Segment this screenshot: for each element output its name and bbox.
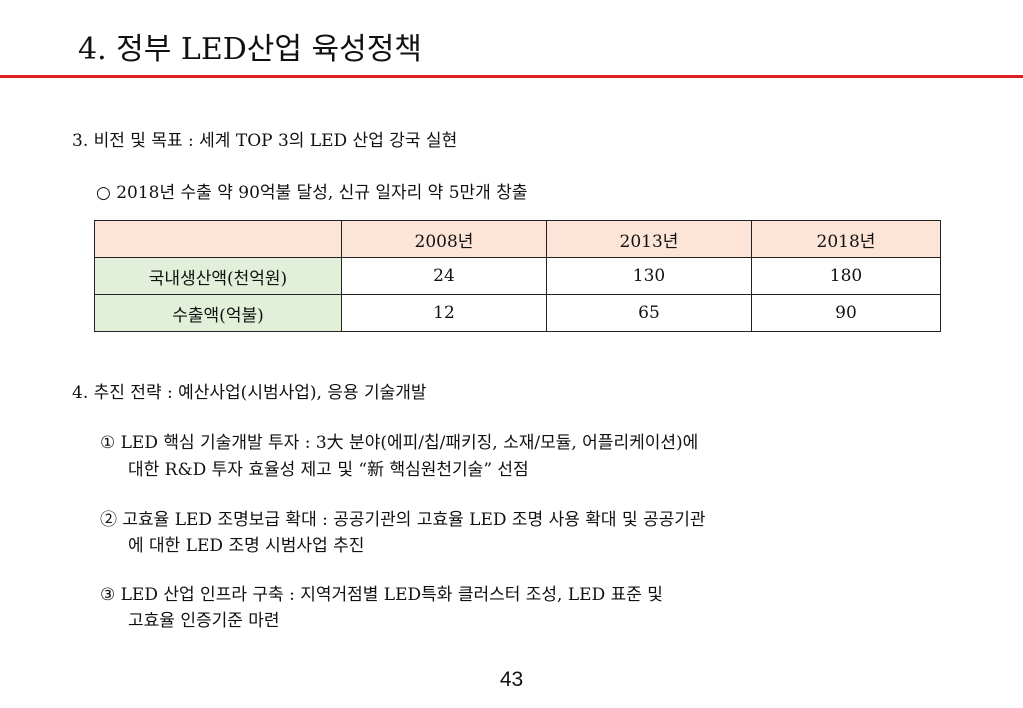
table-cell: 180 xyxy=(751,257,941,295)
table-header-row: 2008년 2013년 2018년 xyxy=(94,220,941,258)
page-number: 43 xyxy=(499,668,524,691)
table-row-label: 국내생산액(천억원) xyxy=(94,257,342,295)
table-header-cell xyxy=(94,220,342,258)
table-cell: 130 xyxy=(546,257,752,295)
table-cell: 12 xyxy=(341,294,547,332)
table-cell: 90 xyxy=(751,294,941,332)
table-cell: 65 xyxy=(546,294,752,332)
section3-bullet: ○ 2018년 수출 약 90억불 달성, 신규 일자리 약 5만개 창출 xyxy=(96,183,528,203)
strategy-item-2-line2: 에 대한 LED 조명 시범사업 추진 xyxy=(128,536,365,556)
strategy-item-3-line1: ③ LED 산업 인프라 구축 : 지역거점별 LED특화 클러스터 조성, L… xyxy=(100,585,663,605)
table-header-cell: 2018년 xyxy=(751,220,941,258)
section3-heading: 3. 비전 및 목표 : 세계 TOP 3의 LED 산업 강국 실현 xyxy=(72,131,458,151)
strategy-item-1-line2: 대한 R&D 투자 효율성 제고 및 “新 핵심원천기술” 선점 xyxy=(128,460,529,480)
table-row: 수출액(억불) 12 65 90 xyxy=(94,294,941,332)
strategy-item-2-line1: ② 고효율 LED 조명보급 확대 : 공공기관의 고효율 LED 조명 사용 … xyxy=(100,510,706,530)
table-row: 국내생산액(천억원) 24 130 180 xyxy=(94,257,941,295)
strategy-item-3-line2: 고효율 인증기준 마련 xyxy=(128,611,280,631)
table-cell: 24 xyxy=(341,257,547,295)
slide-title: 4. 정부 LED산업 육성정책 xyxy=(78,32,422,67)
strategy-item-1-line1: ① LED 핵심 기술개발 투자 : 3大 분야(에피/칩/패키징, 소재/모듈… xyxy=(100,433,699,453)
title-divider xyxy=(0,75,1023,78)
table-header-cell: 2013년 xyxy=(546,220,752,258)
section4-heading: 4. 추진 전략 : 예산사업(시범사업), 응용 기술개발 xyxy=(72,383,427,403)
table-header-cell: 2008년 xyxy=(341,220,547,258)
led-target-table: 2008년 2013년 2018년 국내생산액(천억원) 24 130 180 … xyxy=(94,220,941,332)
table-row-label: 수출액(억불) xyxy=(94,294,342,332)
